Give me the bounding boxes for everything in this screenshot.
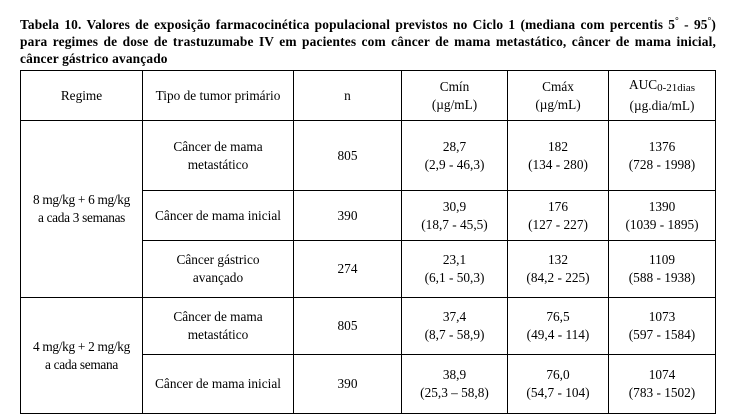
cmin-median: 28,7 <box>442 138 467 154</box>
cmax-median: 132 <box>548 252 568 267</box>
cmax-range: (84,2 - 225) <box>526 270 590 285</box>
cmin-cell: 38,9 (25,3 – 58,8) <box>401 354 508 414</box>
header-cmin-label: Cmín <box>439 78 470 94</box>
auc-median: 1109 <box>648 252 676 267</box>
auc-range: (588 - 1938) <box>628 270 696 285</box>
table-row: Câncer gástrico avançado 274 23,1 (6,1 -… <box>21 240 716 298</box>
table-row: 8 mg/kg + 6 mg/kg a cada 3 semanas Cânce… <box>20 120 716 298</box>
header-cmax-label: Cmáx <box>542 78 574 94</box>
tumor-cell: Câncer de mama metastático <box>142 120 294 191</box>
cmax-cell: 132 (84,2 - 225) <box>507 240 609 298</box>
tumor-cell: Câncer de mama metastático <box>142 297 294 355</box>
header-cmax: Cmáx (µg/mL) <box>507 70 609 121</box>
caption-text-2: - 95 <box>678 17 708 32</box>
cmax-cell: 76,5 (49,4 - 114) <box>507 297 609 355</box>
auc-median: 1073 <box>648 309 676 324</box>
tumor-line-2: metastático <box>187 156 249 172</box>
cmin-range: (25,3 – 58,8) <box>420 385 489 400</box>
n-cell: 390 <box>293 354 402 414</box>
tumor-cell: Câncer gástrico avançado <box>142 240 294 298</box>
cmax-range: (49,4 - 114) <box>526 327 590 342</box>
tumor-cell: Câncer de mama inicial <box>142 354 294 414</box>
table-row: 4 mg/kg + 2 mg/kg a cada semana Câncer d… <box>20 297 716 414</box>
header-tumor-type: Tipo de tumor primário <box>142 70 294 121</box>
auc-median: 1074 <box>648 367 676 382</box>
caption-degree-1: ° <box>675 15 679 26</box>
header-auc: AUC0-21dias (µg.dia/mL) <box>608 70 716 121</box>
auc-range: (1039 - 1895) <box>625 216 699 232</box>
regime-cell: 8 mg/kg + 6 mg/kg a cada 3 semanas <box>20 120 143 298</box>
cmin-cell: 30,9 (18,7 - 45,5) <box>401 190 508 241</box>
pk-exposure-table: Regime Tipo de tumor primário n Cmín (µg… <box>20 70 716 414</box>
n-cell: 805 <box>293 297 402 355</box>
header-regime: Regime <box>20 70 143 121</box>
cmax-cell: 176 (127 - 227) <box>507 190 609 241</box>
header-auc-main: AUC <box>629 77 658 92</box>
auc-median: 1390 <box>648 198 676 214</box>
tumor-line-2: avançado <box>192 270 244 285</box>
n-cell: 805 <box>293 120 402 191</box>
cmin-cell: 37,4 (8,7 - 58,9) <box>401 297 508 355</box>
tumor-line-1: Câncer de mama <box>173 138 263 154</box>
cmax-median: 176 <box>548 198 568 214</box>
cmin-median: 37,4 <box>442 309 467 324</box>
cmax-range: (54,7 - 104) <box>526 385 590 400</box>
cmin-range: (8,7 - 58,9) <box>424 327 485 342</box>
cmin-range: (2,9 - 46,3) <box>424 156 485 172</box>
caption-text-1: Tabela 10. Valores de exposição farmacoc… <box>20 17 676 32</box>
cmin-cell: 28,7 (2,9 - 46,3) <box>401 120 508 191</box>
cmin-range: (18,7 - 45,5) <box>421 216 488 232</box>
regime-frequency: a cada 3 semanas <box>37 210 126 225</box>
cmin-cell: 23,1 (6,1 - 50,3) <box>401 240 508 298</box>
auc-range: (597 - 1584) <box>628 327 696 342</box>
tumor-line-1: Câncer de mama inicial <box>155 207 281 223</box>
auc-cell: 1074 (783 - 1502) <box>608 354 716 414</box>
cmax-median: 76,5 <box>546 309 570 324</box>
header-n: n <box>293 70 402 121</box>
header-cmax-unit: (µg/mL) <box>535 96 581 112</box>
cmin-range: (6,1 - 50,3) <box>424 270 485 285</box>
auc-cell: 1109 (588 - 1938) <box>608 240 716 298</box>
regime-dose: 8 mg/kg + 6 mg/kg <box>33 192 130 207</box>
table-row: Câncer de mama inicial 390 38,9 (25,3 – … <box>21 354 716 414</box>
cmin-median: 30,9 <box>442 198 467 214</box>
tumor-line-1: Câncer gástrico <box>176 252 260 267</box>
cmax-range: (127 - 227) <box>528 216 588 232</box>
auc-cell: 1376 (728 - 1998) <box>608 120 716 191</box>
cmin-median: 23,1 <box>442 252 467 267</box>
auc-cell: 1073 (597 - 1584) <box>608 297 716 355</box>
n-cell: 274 <box>293 240 402 298</box>
cmax-median: 76,0 <box>546 367 570 382</box>
tumor-line-2: metastático <box>187 327 249 342</box>
cmin-median: 38,9 <box>442 367 467 382</box>
auc-cell: 1390 (1039 - 1895) <box>608 190 716 241</box>
tumor-line-1: Câncer de mama inicial <box>155 376 281 391</box>
header-cmin: Cmín (µg/mL) <box>401 70 508 121</box>
regime-dose: 4 mg/kg + 2 mg/kg <box>33 338 130 354</box>
regime-frequency: a cada semana <box>45 356 118 372</box>
table-caption: Tabela 10. Valores de exposição farmacoc… <box>20 16 716 67</box>
auc-range: (783 - 1502) <box>628 385 696 400</box>
regime-cell: 4 mg/kg + 2 mg/kg a cada semana <box>20 297 143 414</box>
tumor-cell: Câncer de mama inicial <box>142 190 294 241</box>
cmax-cell: 76,0 (54,7 - 104) <box>507 354 609 414</box>
caption-degree-2: ° <box>707 15 712 26</box>
auc-range: (728 - 1998) <box>628 156 696 172</box>
caption-text-3: ) para regimes de dose de trastuzumabe I… <box>20 17 717 66</box>
header-row: Regime Tipo de tumor primário n Cmín (µg… <box>20 70 716 121</box>
n-cell: 390 <box>293 190 402 241</box>
auc-median: 1376 <box>648 138 676 154</box>
header-auc-unit: (µg.dia/mL) <box>629 98 695 113</box>
header-cmin-unit: (µg/mL) <box>431 96 478 112</box>
tumor-line-1: Câncer de mama <box>173 309 263 324</box>
header-auc-subscript: 0-21dias <box>657 82 695 94</box>
header-auc-label: AUC0-21dias <box>611 76 713 97</box>
cmax-median: 182 <box>548 138 568 154</box>
cmax-range: (134 - 280) <box>528 156 588 172</box>
cmax-cell: 182 (134 - 280) <box>507 120 609 191</box>
